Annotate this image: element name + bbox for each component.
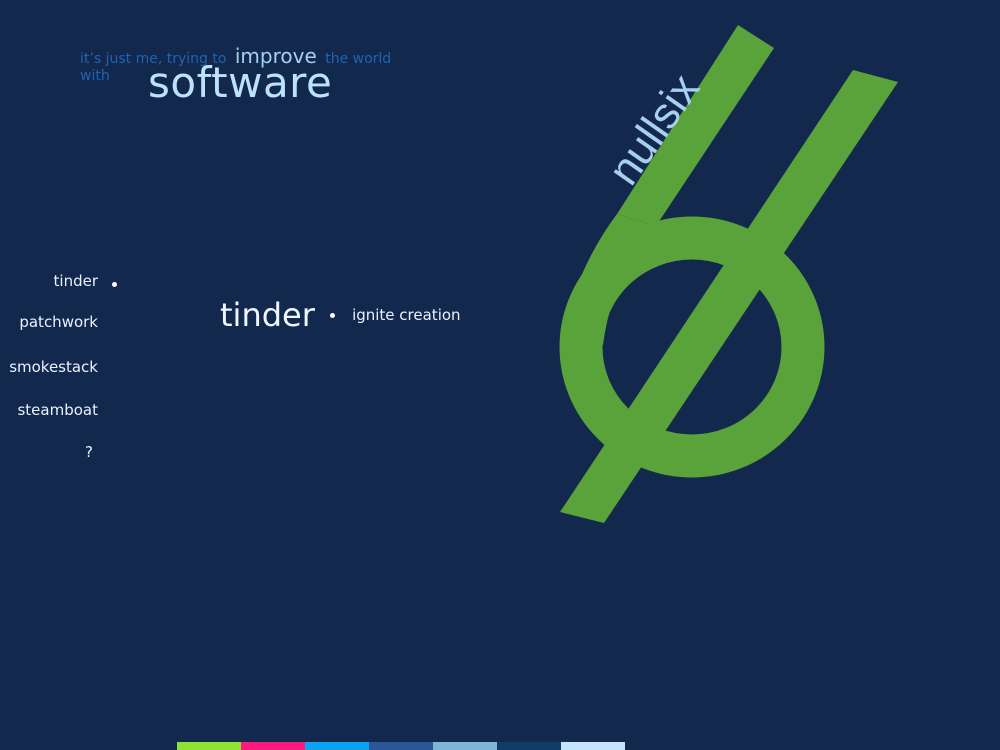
nav-item-smokestack[interactable]: smokestack <box>9 358 98 376</box>
color-swatch <box>177 742 241 750</box>
color-swatch <box>497 742 561 750</box>
nav-item-patchwork[interactable]: patchwork <box>19 313 98 331</box>
feature-description: ignite creation <box>352 306 461 324</box>
nav-item-steamboat[interactable]: steamboat <box>17 401 98 419</box>
color-swatch <box>241 742 305 750</box>
logo-six-stem <box>617 25 774 226</box>
nullsix-logo[interactable]: nullsix <box>520 0 940 560</box>
tagline: it’s just me, trying to improve the worl… <box>80 38 440 118</box>
color-swatch <box>561 742 625 750</box>
logo-slash <box>560 70 898 523</box>
feature-title: tinder <box>220 296 315 334</box>
color-bar <box>177 742 625 750</box>
separator-dot-icon <box>329 312 335 318</box>
feature-panel: tinder ignite creation <box>220 296 461 340</box>
active-bullet-icon <box>112 282 117 287</box>
tagline-lead: it’s just me, trying to <box>80 51 227 67</box>
project-nav: tinder patchwork smokestack steamboat ? <box>0 262 130 472</box>
tagline-software: software <box>148 58 333 107</box>
color-swatch <box>305 742 369 750</box>
six-slash-icon <box>559 25 898 523</box>
nav-item-more[interactable]: ? <box>85 443 93 461</box>
logo-six-curve <box>560 214 656 345</box>
tagline-with: with <box>80 68 110 84</box>
logo-six-ring <box>559 216 825 478</box>
color-swatch <box>369 742 433 750</box>
tagline-tail: the world <box>325 51 392 67</box>
color-swatch <box>433 742 497 750</box>
tagline-line: it’s just me, trying to improve the worl… <box>80 44 391 68</box>
nav-item-tinder[interactable]: tinder <box>53 272 98 290</box>
tagline-improve: improve <box>234 44 317 68</box>
